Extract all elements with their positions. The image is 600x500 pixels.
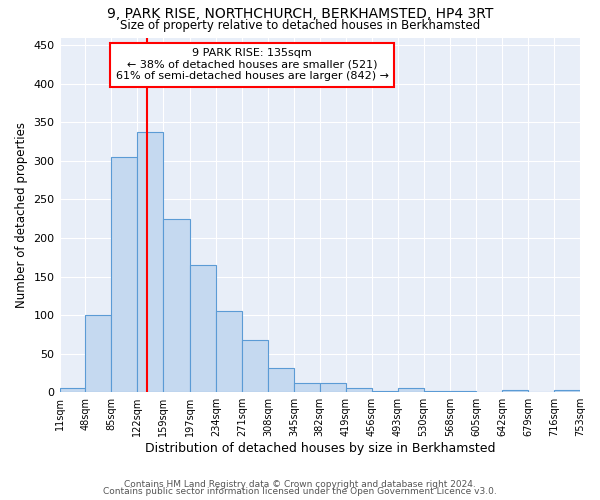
Bar — [268, 368, 294, 392]
Bar — [371, 390, 398, 392]
Text: Contains HM Land Registry data © Crown copyright and database right 2024.: Contains HM Land Registry data © Crown c… — [124, 480, 476, 489]
Text: 9, PARK RISE, NORTHCHURCH, BERKHAMSTED, HP4 3RT: 9, PARK RISE, NORTHCHURCH, BERKHAMSTED, … — [107, 8, 493, 22]
Bar — [190, 265, 216, 392]
Bar — [320, 383, 346, 392]
Text: 9 PARK RISE: 135sqm
← 38% of detached houses are smaller (521)
61% of semi-detac: 9 PARK RISE: 135sqm ← 38% of detached ho… — [116, 48, 389, 82]
Bar — [216, 311, 242, 392]
X-axis label: Distribution of detached houses by size in Berkhamsted: Distribution of detached houses by size … — [145, 442, 495, 455]
Bar — [554, 390, 580, 392]
Bar — [242, 340, 268, 392]
Bar — [294, 383, 320, 392]
Bar — [137, 132, 163, 392]
Bar — [85, 315, 112, 392]
Bar — [163, 218, 190, 392]
Bar — [112, 157, 137, 392]
Bar — [59, 388, 85, 392]
Bar — [398, 388, 424, 392]
Text: Contains public sector information licensed under the Open Government Licence v3: Contains public sector information licen… — [103, 487, 497, 496]
Text: Size of property relative to detached houses in Berkhamsted: Size of property relative to detached ho… — [120, 18, 480, 32]
Bar — [502, 390, 528, 392]
Bar — [346, 388, 371, 392]
Bar — [424, 390, 450, 392]
Y-axis label: Number of detached properties: Number of detached properties — [15, 122, 28, 308]
